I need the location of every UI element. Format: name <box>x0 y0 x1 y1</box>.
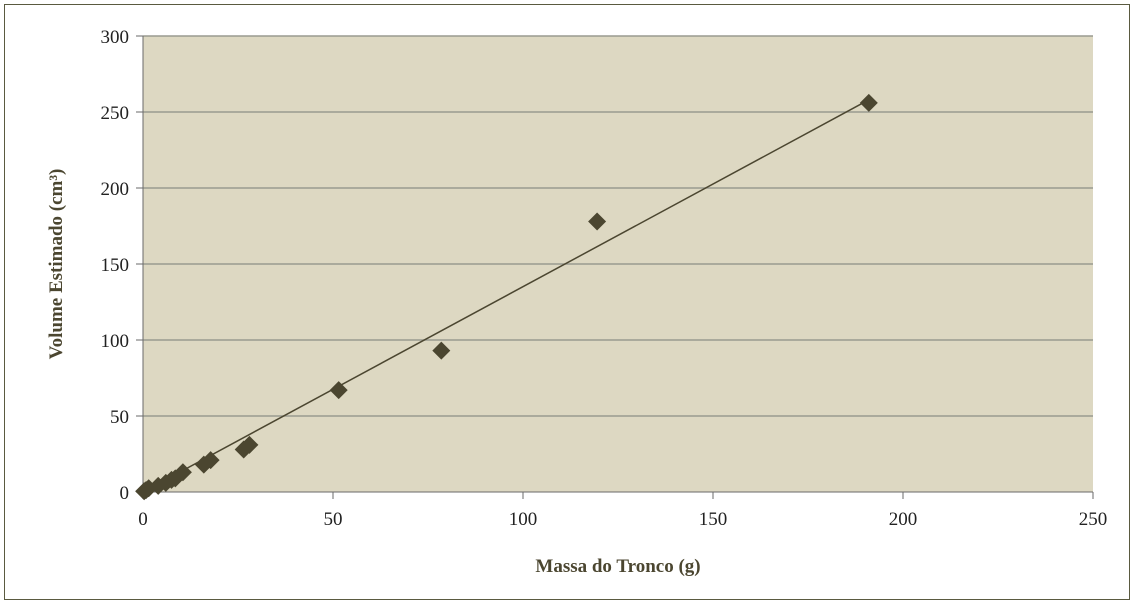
trendline <box>142 99 870 493</box>
y-tick-label: 150 <box>101 255 130 276</box>
y-axis-title: Volume Estimado (cm³) <box>46 169 67 360</box>
data-point <box>240 435 259 454</box>
y-tick-label: 200 <box>101 179 130 200</box>
data-point <box>329 381 348 400</box>
trendline-layer <box>142 99 870 493</box>
data-point <box>859 93 878 112</box>
x-tick-label: 200 <box>889 509 918 530</box>
y-tick-label: 0 <box>120 483 130 504</box>
data-point <box>432 341 451 360</box>
y-tick-label: 250 <box>101 103 130 124</box>
y-tick-label: 300 <box>101 27 130 48</box>
x-tick-label: 50 <box>324 509 343 530</box>
data-point <box>201 451 220 470</box>
data-points <box>135 93 878 501</box>
tick-labels: 0 50 100 150 200 250 300 0 50 100 150 200 250 <box>101 27 1108 530</box>
y-tick-label: 100 <box>101 331 130 352</box>
y-tick-label: 50 <box>110 407 129 428</box>
x-tick-label: 150 <box>699 509 728 530</box>
data-point <box>173 463 192 482</box>
grid-lines <box>143 35 1093 417</box>
x-axis-title: Massa do Tronco (g) <box>535 556 700 577</box>
x-tick-label: 250 <box>1079 509 1108 530</box>
data-point <box>588 212 607 231</box>
x-tick-label: 0 <box>138 509 148 530</box>
x-tick-label: 100 <box>509 509 538 530</box>
